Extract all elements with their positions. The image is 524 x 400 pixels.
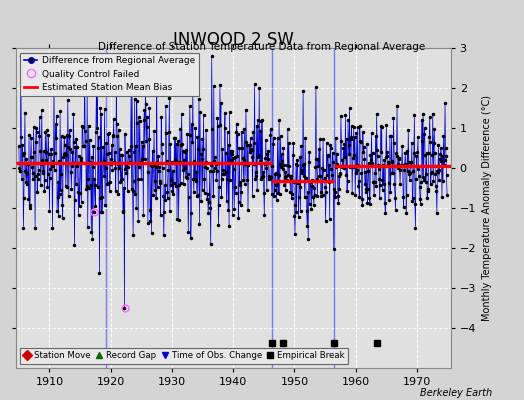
Text: Berkeley Earth: Berkeley Earth <box>420 388 493 398</box>
Y-axis label: Monthly Temperature Anomaly Difference (°C): Monthly Temperature Anomaly Difference (… <box>482 95 492 321</box>
Text: Difference of Station Temperature Data from Regional Average: Difference of Station Temperature Data f… <box>99 42 425 52</box>
Legend: Station Move, Record Gap, Time of Obs. Change, Empirical Break: Station Move, Record Gap, Time of Obs. C… <box>20 348 348 364</box>
Title: INWOOD 2 SW: INWOOD 2 SW <box>173 31 293 49</box>
